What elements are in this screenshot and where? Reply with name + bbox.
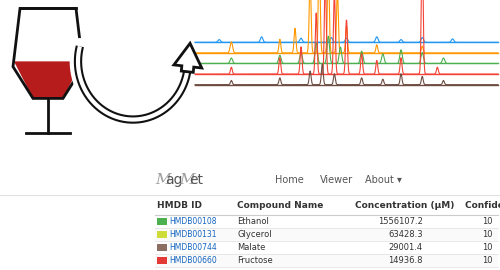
Text: 10: 10 <box>482 217 493 226</box>
Text: Ethanol: Ethanol <box>237 217 269 226</box>
Text: Viewer: Viewer <box>320 175 353 185</box>
Bar <box>0 157 500 195</box>
Text: Fructose: Fructose <box>237 256 273 265</box>
Text: et: et <box>189 173 203 187</box>
Text: About ▾: About ▾ <box>365 175 402 185</box>
Text: 1556107.2: 1556107.2 <box>378 217 423 226</box>
Bar <box>157 218 167 225</box>
Text: Malate: Malate <box>237 243 266 252</box>
Bar <box>155 195 498 215</box>
Text: Confidence Score: Confidence Score <box>465 201 500 210</box>
Text: 14936.8: 14936.8 <box>388 256 423 265</box>
Bar <box>155 254 498 267</box>
Text: M: M <box>179 173 194 187</box>
Polygon shape <box>174 43 202 72</box>
Bar <box>155 228 498 241</box>
Text: 63428.3: 63428.3 <box>388 230 423 239</box>
Text: Home: Home <box>275 175 304 185</box>
Text: HMDB00108: HMDB00108 <box>169 217 216 226</box>
Text: Concentration (μM): Concentration (μM) <box>355 201 454 210</box>
Polygon shape <box>14 61 82 98</box>
Bar <box>157 244 167 251</box>
Bar <box>157 257 167 264</box>
Text: Glycerol: Glycerol <box>237 230 272 239</box>
Text: HMDB00131: HMDB00131 <box>169 230 216 239</box>
Text: Compound Name: Compound Name <box>237 201 324 210</box>
Text: ag: ag <box>165 173 182 187</box>
Text: 29001.4: 29001.4 <box>389 243 423 252</box>
Text: 10: 10 <box>482 243 493 252</box>
Text: 10: 10 <box>482 230 493 239</box>
Text: 10: 10 <box>482 256 493 265</box>
Text: HMDB ID: HMDB ID <box>157 201 202 210</box>
Bar <box>155 241 498 254</box>
Text: HMDB00660: HMDB00660 <box>169 256 217 265</box>
Bar <box>155 215 498 228</box>
Text: HMDB00744: HMDB00744 <box>169 243 217 252</box>
Text: M: M <box>155 173 170 187</box>
Bar <box>157 231 167 238</box>
